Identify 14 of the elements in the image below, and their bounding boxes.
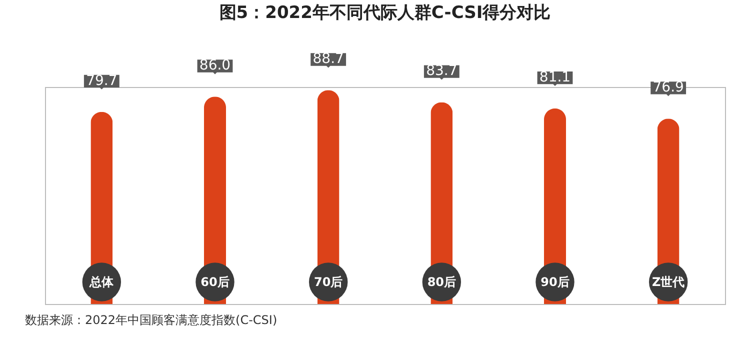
data-label: 83.7 [426,63,458,80]
data-label: 86.0 [199,58,231,74]
data-label: 79.7 [86,72,118,89]
source-note: 数据来源：2022年中国顾客满意度指数(C-CSI) [25,313,278,327]
x-tick-label: Z世代 [652,275,685,289]
x-tick-label: 90后 [540,275,570,289]
data-label: 88.7 [312,51,344,68]
data-label: 76.9 [652,80,684,96]
x-tick-label: 60后 [200,275,230,289]
data-label: 81.1 [539,69,571,86]
x-tick-label: 总体 [88,275,115,289]
x-tick-label: 80后 [427,275,456,289]
x-tick-label: 70后 [314,275,343,289]
chart-title: 图5：2022年不同代际人群C-CSI得分对比 [219,3,551,24]
